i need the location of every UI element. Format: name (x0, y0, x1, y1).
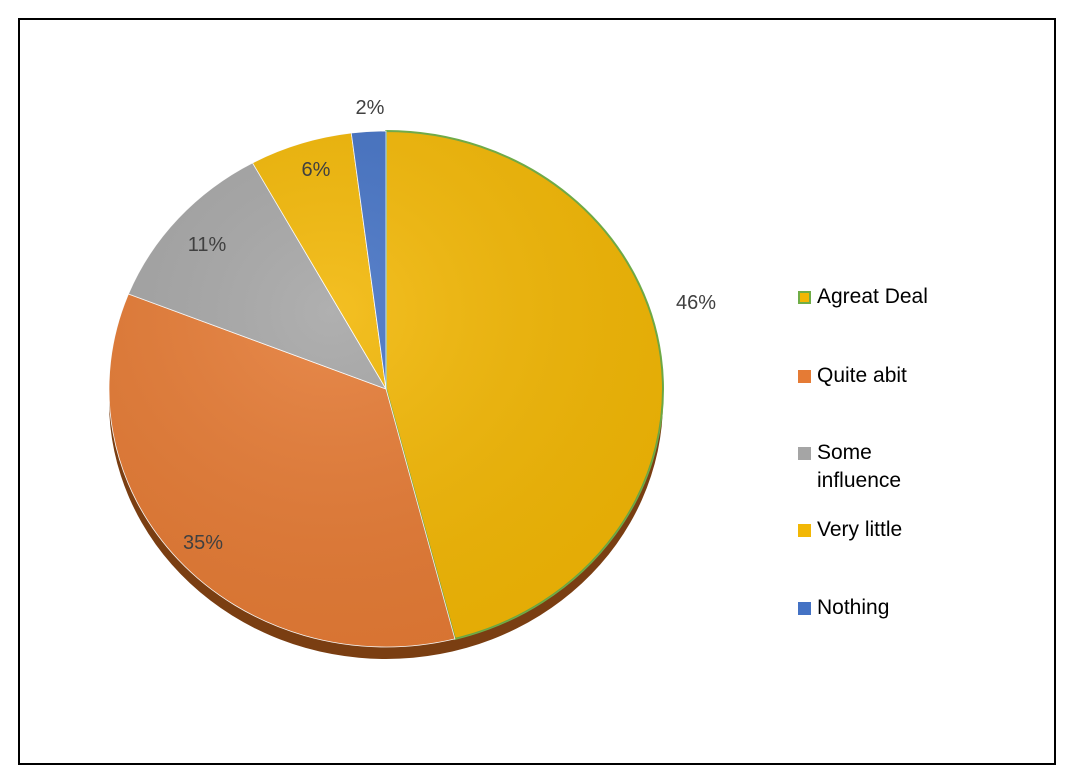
legend-label: Agreat Deal (817, 285, 928, 308)
data-label-agreat-deal: 46% (676, 292, 716, 314)
legend-item-some-influence: Some influence (798, 439, 902, 495)
legend-swatch (798, 291, 811, 304)
legend-label: Quite abit (817, 364, 907, 387)
legend-item-agreat-deal: Agreat Deal (798, 283, 957, 311)
legend-swatch (798, 524, 811, 537)
legend-swatch (798, 447, 811, 460)
legend-item-very-little: Very little (798, 516, 957, 544)
pie-data-labels: 46% 35% 11% 6% 2% (183, 97, 716, 554)
legend-swatch (798, 602, 811, 615)
legend-label: Very little (817, 518, 903, 541)
data-label-quite-abit: 35% (183, 532, 223, 554)
legend-label: Nothing (817, 596, 890, 619)
pie-slices (108, 129, 664, 648)
legend-item-nothing: Nothing (798, 594, 957, 622)
data-label-very-little: 6% (302, 159, 331, 181)
legend-item-quite-abit: Quite abit (798, 362, 957, 390)
legend-swatch (798, 370, 811, 383)
data-label-nothing: 2% (356, 97, 385, 119)
legend-label: Some influence (817, 441, 902, 492)
data-label-some-influence: 11% (188, 234, 227, 256)
